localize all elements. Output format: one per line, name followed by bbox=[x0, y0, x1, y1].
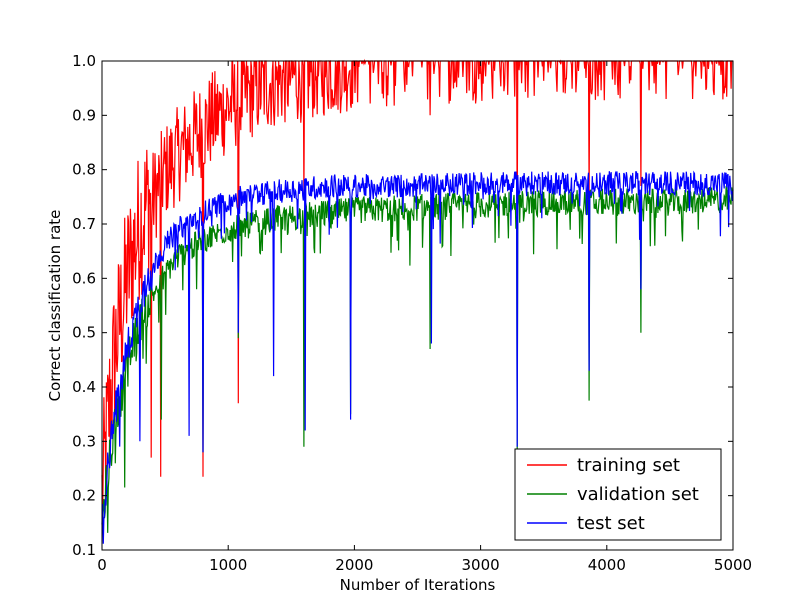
y-axis-title: Correct classification rate bbox=[46, 210, 64, 402]
legend: training set validation set test set bbox=[514, 448, 722, 541]
legend-label: training set bbox=[577, 455, 680, 476]
x-tick-label: 2000 bbox=[335, 556, 373, 574]
y-tick-label: 0.8 bbox=[72, 161, 96, 179]
y-tick-label: 0.9 bbox=[72, 106, 96, 124]
y-tick-label: 0.4 bbox=[72, 378, 96, 396]
x-axis-title: Number of Iterations bbox=[340, 576, 496, 594]
x-tick-label: 5000 bbox=[714, 556, 752, 574]
legend-label: validation set bbox=[577, 484, 699, 505]
y-tick-label: 0.6 bbox=[72, 269, 96, 287]
y-tick-label: 0.2 bbox=[72, 487, 96, 505]
y-tick-label: 0.1 bbox=[72, 541, 96, 559]
x-tick-label: 0 bbox=[97, 556, 107, 574]
y-tick-label: 0.7 bbox=[72, 215, 96, 233]
plot-frame bbox=[101, 60, 734, 551]
legend-label: test set bbox=[577, 513, 645, 534]
x-tick-label: 1000 bbox=[209, 556, 247, 574]
ticks-layer: 0 1000 2000 3000 4000 5000 0.1 0.2 0.3 0.4 0.5 0.6 0… bbox=[72, 52, 752, 574]
series-line-validation-set bbox=[101, 186, 734, 533]
x-tick-label: 3000 bbox=[462, 556, 500, 574]
y-tick-label: 0.3 bbox=[72, 432, 96, 450]
y-tick-label: 0.5 bbox=[72, 324, 96, 342]
series-line-test-set bbox=[101, 170, 734, 544]
x-tick-label: 4000 bbox=[588, 556, 626, 574]
y-tick-label: 1.0 bbox=[72, 52, 96, 70]
